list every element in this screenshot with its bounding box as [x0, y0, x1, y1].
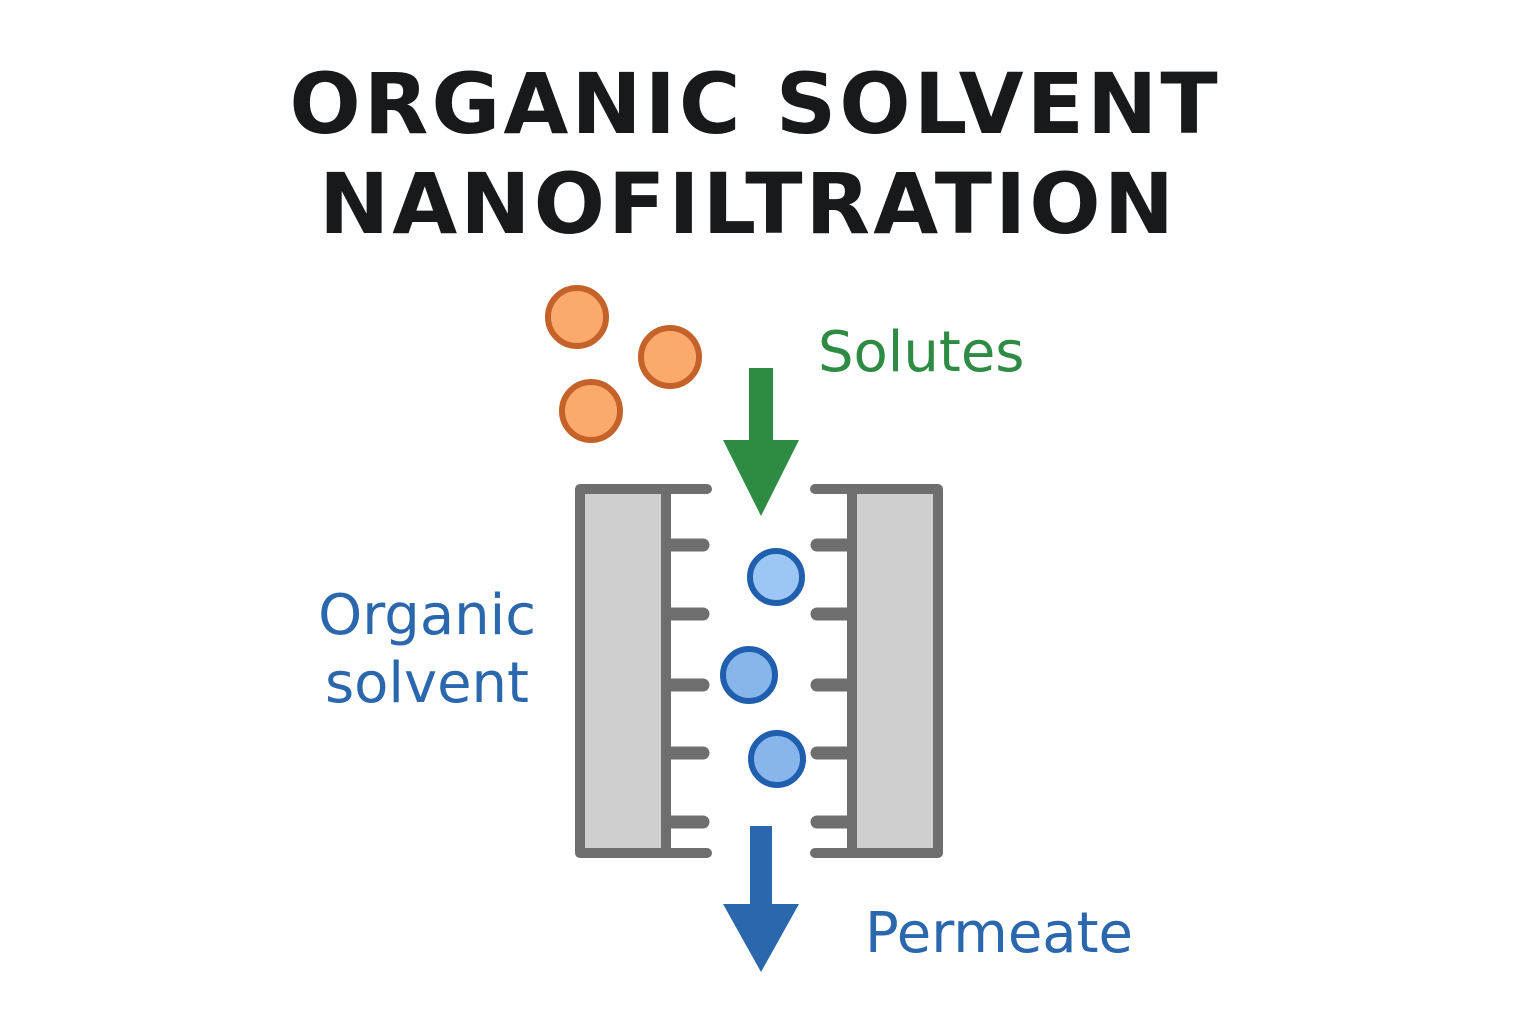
permeate-arrow-icon [723, 826, 799, 972]
membrane-support-right [855, 494, 933, 848]
membrane-frame [575, 484, 712, 858]
title-line-2: NANOFILTRATION [319, 155, 1177, 253]
solute-particle-icon [545, 285, 609, 349]
organic-solvent-label-line-2: solvent [325, 651, 529, 716]
solvent-molecule-icon [747, 548, 805, 606]
solute-particle-icon [559, 379, 623, 443]
solvent-molecules [720, 548, 806, 788]
solute-particle-icon [638, 325, 702, 389]
membrane [575, 484, 943, 858]
permeate-label: Permeate [865, 901, 1133, 966]
feed-arrow-icon [723, 368, 799, 516]
membrane-pores-right [810, 538, 855, 829]
organic-solvent-label-line-1: Organic [318, 583, 536, 648]
solute-particles [545, 285, 702, 443]
title-line-1: ORGANIC SOLVENT [289, 55, 1220, 153]
solutes-label: Solutes [818, 320, 1024, 385]
membrane-support-left [585, 494, 663, 848]
membrane-pores-left [663, 538, 710, 829]
membrane-frame [810, 484, 943, 858]
solvent-molecule-icon [748, 730, 806, 788]
solvent-molecule-icon [720, 646, 778, 704]
